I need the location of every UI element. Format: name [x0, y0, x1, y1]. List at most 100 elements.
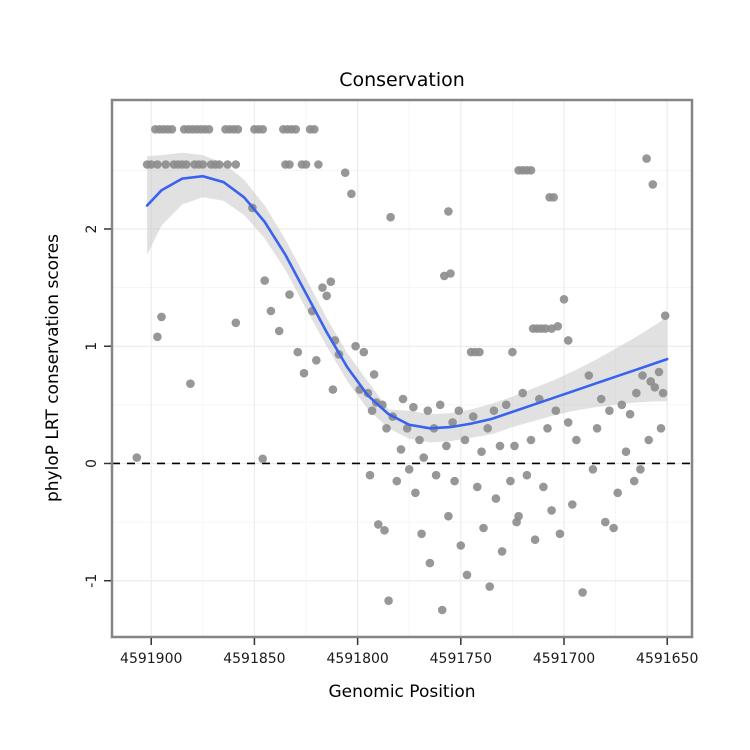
scatter-point: [318, 283, 327, 292]
scatter-point: [223, 160, 232, 169]
scatter-point: [415, 435, 424, 445]
confidence-band: [147, 152, 668, 443]
scatter-point: [572, 435, 581, 445]
scatter-point: [314, 160, 323, 169]
scatter-point: [629, 476, 639, 486]
scatter-point: [293, 347, 303, 357]
scatter-point: [555, 529, 565, 539]
scatter-point: [456, 541, 466, 550]
scatter-point: [326, 277, 336, 287]
scatter-point: [592, 424, 602, 433]
scatter-point: [625, 409, 635, 419]
scatter-point: [563, 418, 573, 427]
scatter-point: [518, 388, 527, 398]
scatter-point: [310, 125, 319, 134]
scatter-point: [157, 312, 166, 322]
scatter-point: [485, 582, 495, 591]
scatter-point: [654, 367, 664, 377]
scatter-point: [167, 125, 177, 134]
scatter-point: [541, 324, 550, 333]
y-tick-label: 2: [84, 225, 100, 234]
scatter-point: [549, 193, 558, 202]
scatter-point: [260, 276, 270, 285]
scatter-point: [369, 370, 379, 379]
scatter-point: [365, 470, 375, 480]
scatter-point: [186, 379, 195, 389]
scatter-point: [613, 488, 622, 498]
scatter-point: [483, 424, 493, 433]
scatter-point: [161, 160, 170, 169]
scatter-point: [285, 160, 294, 169]
scatter-point: [495, 441, 505, 451]
scatter-point: [559, 295, 569, 304]
scatter-point: [444, 511, 453, 521]
scatter-point: [312, 356, 321, 365]
scatter-point: [380, 526, 389, 535]
scatter-point: [132, 453, 142, 462]
scatter-point: [617, 400, 627, 410]
scatter-point: [658, 388, 668, 398]
x-tick-label: 4591700: [533, 651, 595, 667]
scatter-point: [551, 406, 561, 416]
scatter-point: [477, 447, 486, 457]
scatter-point: [605, 406, 614, 416]
scatter-point: [258, 125, 268, 134]
scatter-point: [508, 347, 517, 357]
scatter-point: [526, 435, 536, 445]
scatter-point: [650, 383, 660, 392]
scatter-point: [522, 470, 532, 480]
scatter-point: [584, 371, 594, 380]
scatter-point: [473, 482, 482, 492]
scatter-point: [539, 482, 548, 492]
scatter-point: [601, 517, 610, 527]
scatter-point: [153, 332, 162, 342]
x-tick-label: 4591900: [120, 651, 182, 667]
x-tick-label: 4591650: [636, 651, 698, 667]
scatter-point: [530, 535, 540, 544]
scatter-point: [411, 488, 420, 498]
scatter-point: [431, 470, 441, 480]
scatter-point: [266, 306, 276, 316]
scatter-point: [479, 523, 488, 533]
scatter-point: [285, 290, 294, 299]
scatter-point: [231, 318, 241, 328]
scatter-point: [435, 400, 445, 410]
scatter-point: [425, 558, 435, 568]
x-axis-title: Genomic Position: [328, 682, 475, 702]
y-tick-label: 1: [84, 342, 100, 351]
scatter-point: [510, 441, 519, 451]
y-axis-title: phyloP LRT conservation scores: [43, 234, 63, 502]
scatter-point: [182, 160, 191, 169]
scatter-point: [547, 506, 556, 515]
scatter-point: [450, 476, 459, 486]
scatter-point: [398, 394, 408, 404]
x-tick-label: 4591750: [430, 651, 492, 667]
scatter-point: [648, 180, 658, 189]
scatter-point: [347, 189, 356, 199]
scatter-point: [489, 406, 499, 416]
scatter-point: [448, 418, 457, 427]
scatter-point: [384, 596, 393, 605]
scatter-point: [417, 529, 426, 539]
scatter-point: [563, 336, 573, 345]
scatter-point: [526, 166, 536, 175]
scatter-point: [460, 435, 470, 445]
scatter-point: [198, 160, 208, 169]
scatter-point: [644, 435, 653, 445]
y-tick-label: 0: [84, 459, 100, 468]
scatter-point: [231, 160, 241, 169]
plot-title: Conservation: [339, 69, 465, 91]
scatter-point: [636, 465, 645, 474]
scatter-point: [402, 424, 412, 433]
scatter-point: [299, 368, 309, 378]
scatter-point: [328, 385, 338, 394]
scatter-point: [543, 424, 552, 433]
scatter-point: [233, 125, 243, 134]
scatter-point: [462, 570, 472, 580]
scatter-point: [392, 476, 402, 486]
scatter-point: [351, 341, 360, 351]
scatter-point: [642, 154, 651, 163]
scatter-point: [374, 520, 383, 529]
